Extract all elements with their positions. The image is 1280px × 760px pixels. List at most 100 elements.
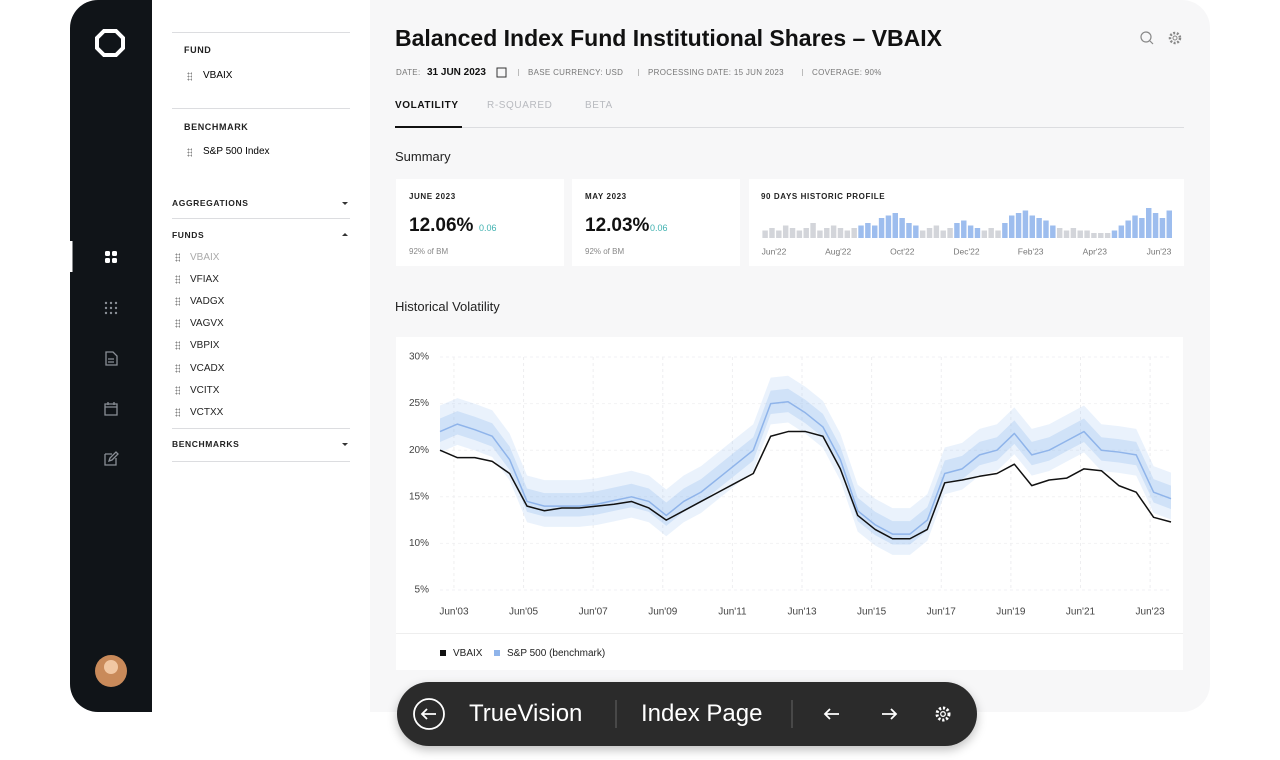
accordion-label[interactable]: AGGREGATIONS (172, 198, 249, 208)
settings-icon[interactable] (1168, 31, 1182, 45)
y-tick-label: 25% (409, 398, 429, 409)
y-tick-label: 5% (415, 585, 430, 596)
x-tick-label: Dec'22 (953, 246, 979, 256)
edit-icon[interactable] (104, 451, 119, 466)
profile-bar (1084, 230, 1090, 238)
x-tick-label: Jun'15 (857, 607, 887, 618)
page-name: Index Page (641, 700, 763, 727)
legend-label[interactable]: VBAIX (453, 648, 483, 659)
fund-item[interactable]: VBAIX (203, 70, 233, 81)
fund-item[interactable]: VBPIX (190, 340, 220, 352)
x-tick-label: Jun'03 (439, 607, 469, 618)
drag-handle[interactable] (175, 341, 180, 351)
calendar-button[interactable] (496, 67, 507, 78)
profile-bar (995, 230, 1001, 238)
y-tick-label: 10% (409, 538, 429, 549)
drag-handle[interactable] (175, 297, 180, 307)
profile-bar (1104, 233, 1111, 238)
x-tick-label: Jun'19 (996, 607, 1026, 618)
profile-bar (1063, 230, 1070, 238)
tab[interactable]: BETA (585, 100, 613, 111)
accordion-label[interactable]: BENCHMARKS (172, 439, 240, 449)
x-tick-label: Jun'09 (648, 607, 678, 618)
dashboard-icon[interactable] (105, 251, 117, 263)
y-tick-label: 30% (409, 352, 429, 363)
profile-bar (940, 230, 946, 238)
tab[interactable]: R-SQUARED (487, 100, 553, 111)
toolbar (397, 682, 977, 746)
drag-handle[interactable] (175, 363, 180, 373)
fund-item[interactable]: VADGX (190, 296, 225, 308)
x-tick-label: Aug'22 (825, 246, 851, 256)
tab[interactable]: VOLATILITY (395, 100, 459, 111)
profile-bar (919, 230, 926, 238)
drag-handle[interactable] (175, 319, 180, 329)
card-note: 92% of BM (409, 247, 449, 256)
fund-item[interactable]: VCITX (190, 384, 220, 396)
legend-label[interactable]: S&P 500 (benchmark) (507, 648, 606, 659)
legend-swatch (440, 650, 446, 656)
x-tick-label: Jun'13 (787, 607, 817, 618)
fund-item[interactable]: VCTXX (190, 406, 224, 418)
card-label: MAY 2023 (585, 192, 627, 201)
next-button[interactable] (882, 708, 898, 720)
settings-button[interactable] (935, 706, 951, 722)
x-tick-label: Feb'23 (1018, 246, 1044, 256)
drag-handle[interactable] (175, 385, 180, 395)
drag-handle[interactable] (175, 407, 180, 417)
drag-handle[interactable] (175, 253, 180, 262)
page-title: Balanced Index Fund Institutional Shares… (395, 25, 942, 51)
y-tick-label: 20% (409, 445, 429, 456)
search-icon[interactable] (1140, 31, 1152, 43)
x-tick-label: Jun'22 (762, 246, 787, 256)
document-icon[interactable] (105, 351, 118, 366)
profile-bar (810, 223, 816, 238)
section-label: FUND (184, 45, 212, 55)
profile-bar (1159, 218, 1166, 238)
profile-bar (906, 223, 912, 238)
profile-bar (1002, 223, 1008, 238)
fund-item[interactable]: VAGVX (190, 318, 224, 330)
profile-bar (967, 225, 974, 238)
series-line (439, 400, 1172, 535)
profile-bar (762, 230, 768, 238)
x-tick-label: Oct'22 (890, 246, 915, 256)
profile-bar (858, 225, 864, 238)
profile-bar (1139, 218, 1145, 238)
fund-item[interactable]: VFIAX (190, 274, 219, 286)
profile-bar (926, 228, 933, 238)
back-button[interactable] (413, 698, 445, 730)
metric-card (572, 179, 740, 266)
profile-bar (981, 230, 988, 238)
accordion-label[interactable]: FUNDS (172, 230, 205, 240)
toolbar-icons (413, 698, 951, 730)
nav-rail (70, 0, 152, 712)
card-label: 90 DAYS HISTORIC PROFILE (761, 192, 886, 201)
profile-bar (1146, 208, 1152, 238)
x-tick-label: Jun'17 (927, 607, 957, 618)
card-change: 0.06 (650, 223, 668, 233)
volatility-band (440, 375, 1171, 555)
profile-bar (796, 230, 803, 238)
fund-item[interactable]: VBAIX (190, 252, 220, 263)
card-value: 12.03% (585, 215, 650, 236)
x-tick-label: Jun'05 (509, 607, 539, 618)
profile-bar (817, 230, 823, 238)
drag-handle[interactable] (175, 275, 180, 285)
prev-button[interactable] (823, 708, 839, 720)
apps-icon[interactable] (104, 301, 118, 315)
logo (95, 29, 125, 57)
profile-bar (1036, 218, 1042, 238)
benchmark-item[interactable]: S&P 500 Index (203, 146, 270, 157)
profile-bar (1056, 228, 1063, 238)
fund-item[interactable]: VCADX (190, 362, 225, 374)
profile-bar (1098, 233, 1104, 238)
avatar-face (104, 660, 118, 674)
card-change: 0.06 (479, 223, 497, 233)
section-label: BENCHMARK (184, 122, 249, 132)
profile-bar (872, 225, 878, 238)
profile-bar (1050, 225, 1056, 238)
calendar-icon[interactable] (104, 402, 118, 416)
profile-bar (1009, 215, 1015, 238)
